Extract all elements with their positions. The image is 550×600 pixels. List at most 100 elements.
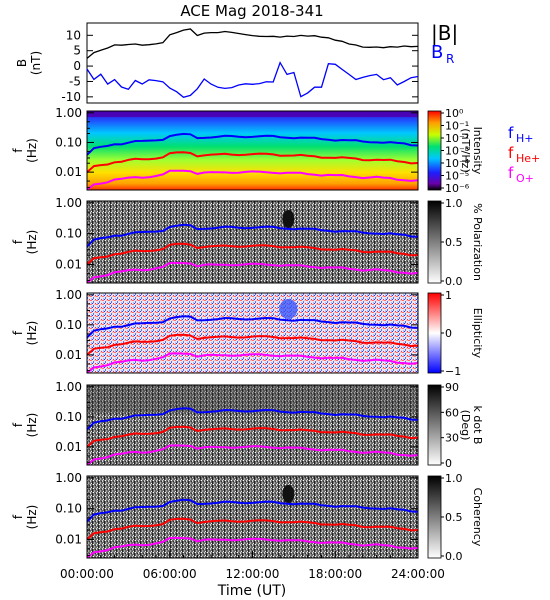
freq-tick-label: 1.00	[55, 196, 82, 210]
freq-ylabel: f	[11, 330, 25, 335]
freq-ylabel-units: (Hz)	[25, 505, 39, 530]
series-fO-panel-3	[86, 352, 419, 374]
series-fH-panel-2	[86, 223, 419, 248]
freq-tick-label: 0.10	[55, 410, 82, 424]
colorbar-3	[427, 292, 442, 374]
colorbar-tick-label: 10⁻²	[445, 132, 469, 145]
series-fH-panel-3	[86, 315, 419, 339]
colorbar-label-units: (Deg)	[459, 410, 472, 441]
freq-tick-label: 1.00	[55, 106, 82, 120]
freq-ylabel: f	[11, 514, 25, 519]
colorbar-tick-label: 10⁻⁶	[445, 182, 470, 195]
series-fH-panel-5	[86, 498, 419, 523]
colorbar-tick-label: 10⁰	[445, 107, 464, 120]
legend-f-1: f	[508, 144, 514, 162]
freq-tick-label: 0.01	[55, 257, 82, 271]
colorbar-label-units: (nT²/Hz)	[459, 128, 472, 172]
freq-tick-label: 0.01	[55, 348, 82, 362]
freq-tick-label: 0.10	[55, 135, 82, 149]
spectral-panel-2: 1.00 0.10 0.01 f (Hz) 1.0 0.5 0.0 % Polarization	[11, 196, 484, 288]
colorbar-tick-label: 10⁻⁴	[445, 157, 470, 170]
freq-ylabel-units: (Hz)	[25, 230, 39, 255]
series-fHe-panel-3	[86, 333, 419, 356]
freq-ylabel-units: (Hz)	[25, 413, 39, 438]
colorbar-tick-label: 10⁻⁵	[445, 170, 469, 183]
colorbar-tick-label: 60	[445, 406, 459, 419]
kb-upper-shade	[87, 385, 418, 413]
polarized-spot	[282, 485, 295, 504]
mag-ylabel-units: (nT)	[29, 51, 43, 75]
series-fO-panel-2	[86, 261, 419, 284]
mag-ytick-label: 10	[66, 28, 81, 42]
freq-ylabel-units: (Hz)	[25, 321, 39, 346]
freq-tick-label: 1.00	[55, 288, 82, 302]
spectrogram-4	[87, 385, 418, 465]
spectral-panel-1: 1.000.100.01f (Hz)10⁰10⁻¹10⁻²10⁻³10⁻⁴10⁻⁵…	[11, 106, 540, 195]
colorbar-label: % Polarization	[471, 203, 484, 281]
series-B-R	[86, 61, 419, 99]
legend-f-sub-1: He+	[516, 152, 540, 165]
series-fHe-panel-1	[86, 151, 419, 173]
ellipticity-spot	[279, 299, 298, 319]
colorbar-tick-label: 10⁻¹	[445, 120, 469, 133]
freq-tick-label: 0.01	[55, 165, 82, 179]
legend-f-sub-2: O+	[516, 172, 534, 185]
x-tick-label: 00:00:00	[60, 567, 114, 581]
panel-frame-2	[86, 200, 419, 284]
colorbar-label: Coherency	[471, 488, 484, 547]
x-tick-label: 18:00:00	[308, 567, 362, 581]
spectrogram-top-band	[87, 111, 418, 117]
legend-f-0: f	[508, 124, 514, 142]
colorbar-tick-label: 0.0	[445, 275, 463, 288]
colorbar-5	[427, 475, 442, 559]
colorbar-label: k dot B	[471, 406, 484, 445]
freq-tick-label: 0.10	[55, 502, 82, 516]
freq-tick-label: 0.10	[55, 318, 82, 332]
freq-ylabel-units: (Hz)	[25, 138, 39, 163]
mag-ytick-label: -10	[61, 90, 81, 104]
freq-tick-label: 0.10	[55, 227, 82, 241]
colorbar-label: Intensity	[471, 127, 484, 175]
series-fO-panel-5	[86, 536, 419, 559]
panel-frame-3	[86, 292, 419, 374]
colorbar-4	[427, 384, 442, 466]
x-tick-label: 24:00:00	[391, 567, 445, 581]
mag-frame	[86, 22, 419, 104]
series-fH-panel-1	[86, 132, 419, 156]
colorbar-label: Ellipticity	[471, 308, 484, 359]
legend-f-2: f	[508, 164, 514, 182]
freq-tick-label: 0.01	[55, 532, 82, 546]
mag-ytick-label: 5	[73, 44, 81, 58]
colorbar-tick-label: 90	[445, 381, 459, 394]
x-axis-label: Time (UT)	[217, 583, 286, 599]
colorbar-tick-label: 1.0	[445, 197, 463, 210]
series-fHe-panel-2	[86, 242, 419, 266]
freq-ylabel: f	[11, 239, 25, 244]
mag-ylabel: B	[15, 59, 29, 67]
spectral-panel-5: 1.00 0.10 0.01 f (Hz) 1.0 0.5 0.0 Coherency	[11, 471, 484, 563]
legend-B-R-sub: R	[446, 52, 454, 66]
colorbar-tick-label: 0.5	[445, 511, 463, 524]
freq-ylabel: f	[11, 422, 25, 427]
x-tick-label: 06:00:00	[143, 567, 197, 581]
freq-ylabel: f	[11, 148, 25, 153]
colorbar-tick-label: 0.0	[445, 550, 463, 563]
freq-tick-label: 0.01	[55, 440, 82, 454]
freq-tick-label: 1.00	[55, 471, 82, 485]
legend-f-sub-0: H+	[516, 132, 534, 145]
colorbar-1	[427, 110, 442, 191]
colorbar-tick-label: 0.5	[445, 236, 463, 249]
x-tick-label: 12:00:00	[226, 567, 280, 581]
spectral-panel-4: 1.00 0.10 0.01 f (Hz) 90 60 30 0 k dot B(Deg)	[11, 380, 484, 470]
colorbar-tick-label: −1	[445, 365, 461, 378]
colorbar-tick-label: 10⁻³	[445, 145, 469, 158]
colorbar-2	[427, 200, 442, 284]
spectrogram-3	[87, 293, 418, 373]
panel-frame-4	[86, 384, 419, 466]
colorbar-tick-label: 0	[445, 327, 452, 340]
colorbar-tick-label: 1.0	[445, 472, 463, 485]
freq-tick-label: 1.00	[55, 380, 82, 394]
legend-B-magnitude: |B|	[431, 21, 458, 45]
